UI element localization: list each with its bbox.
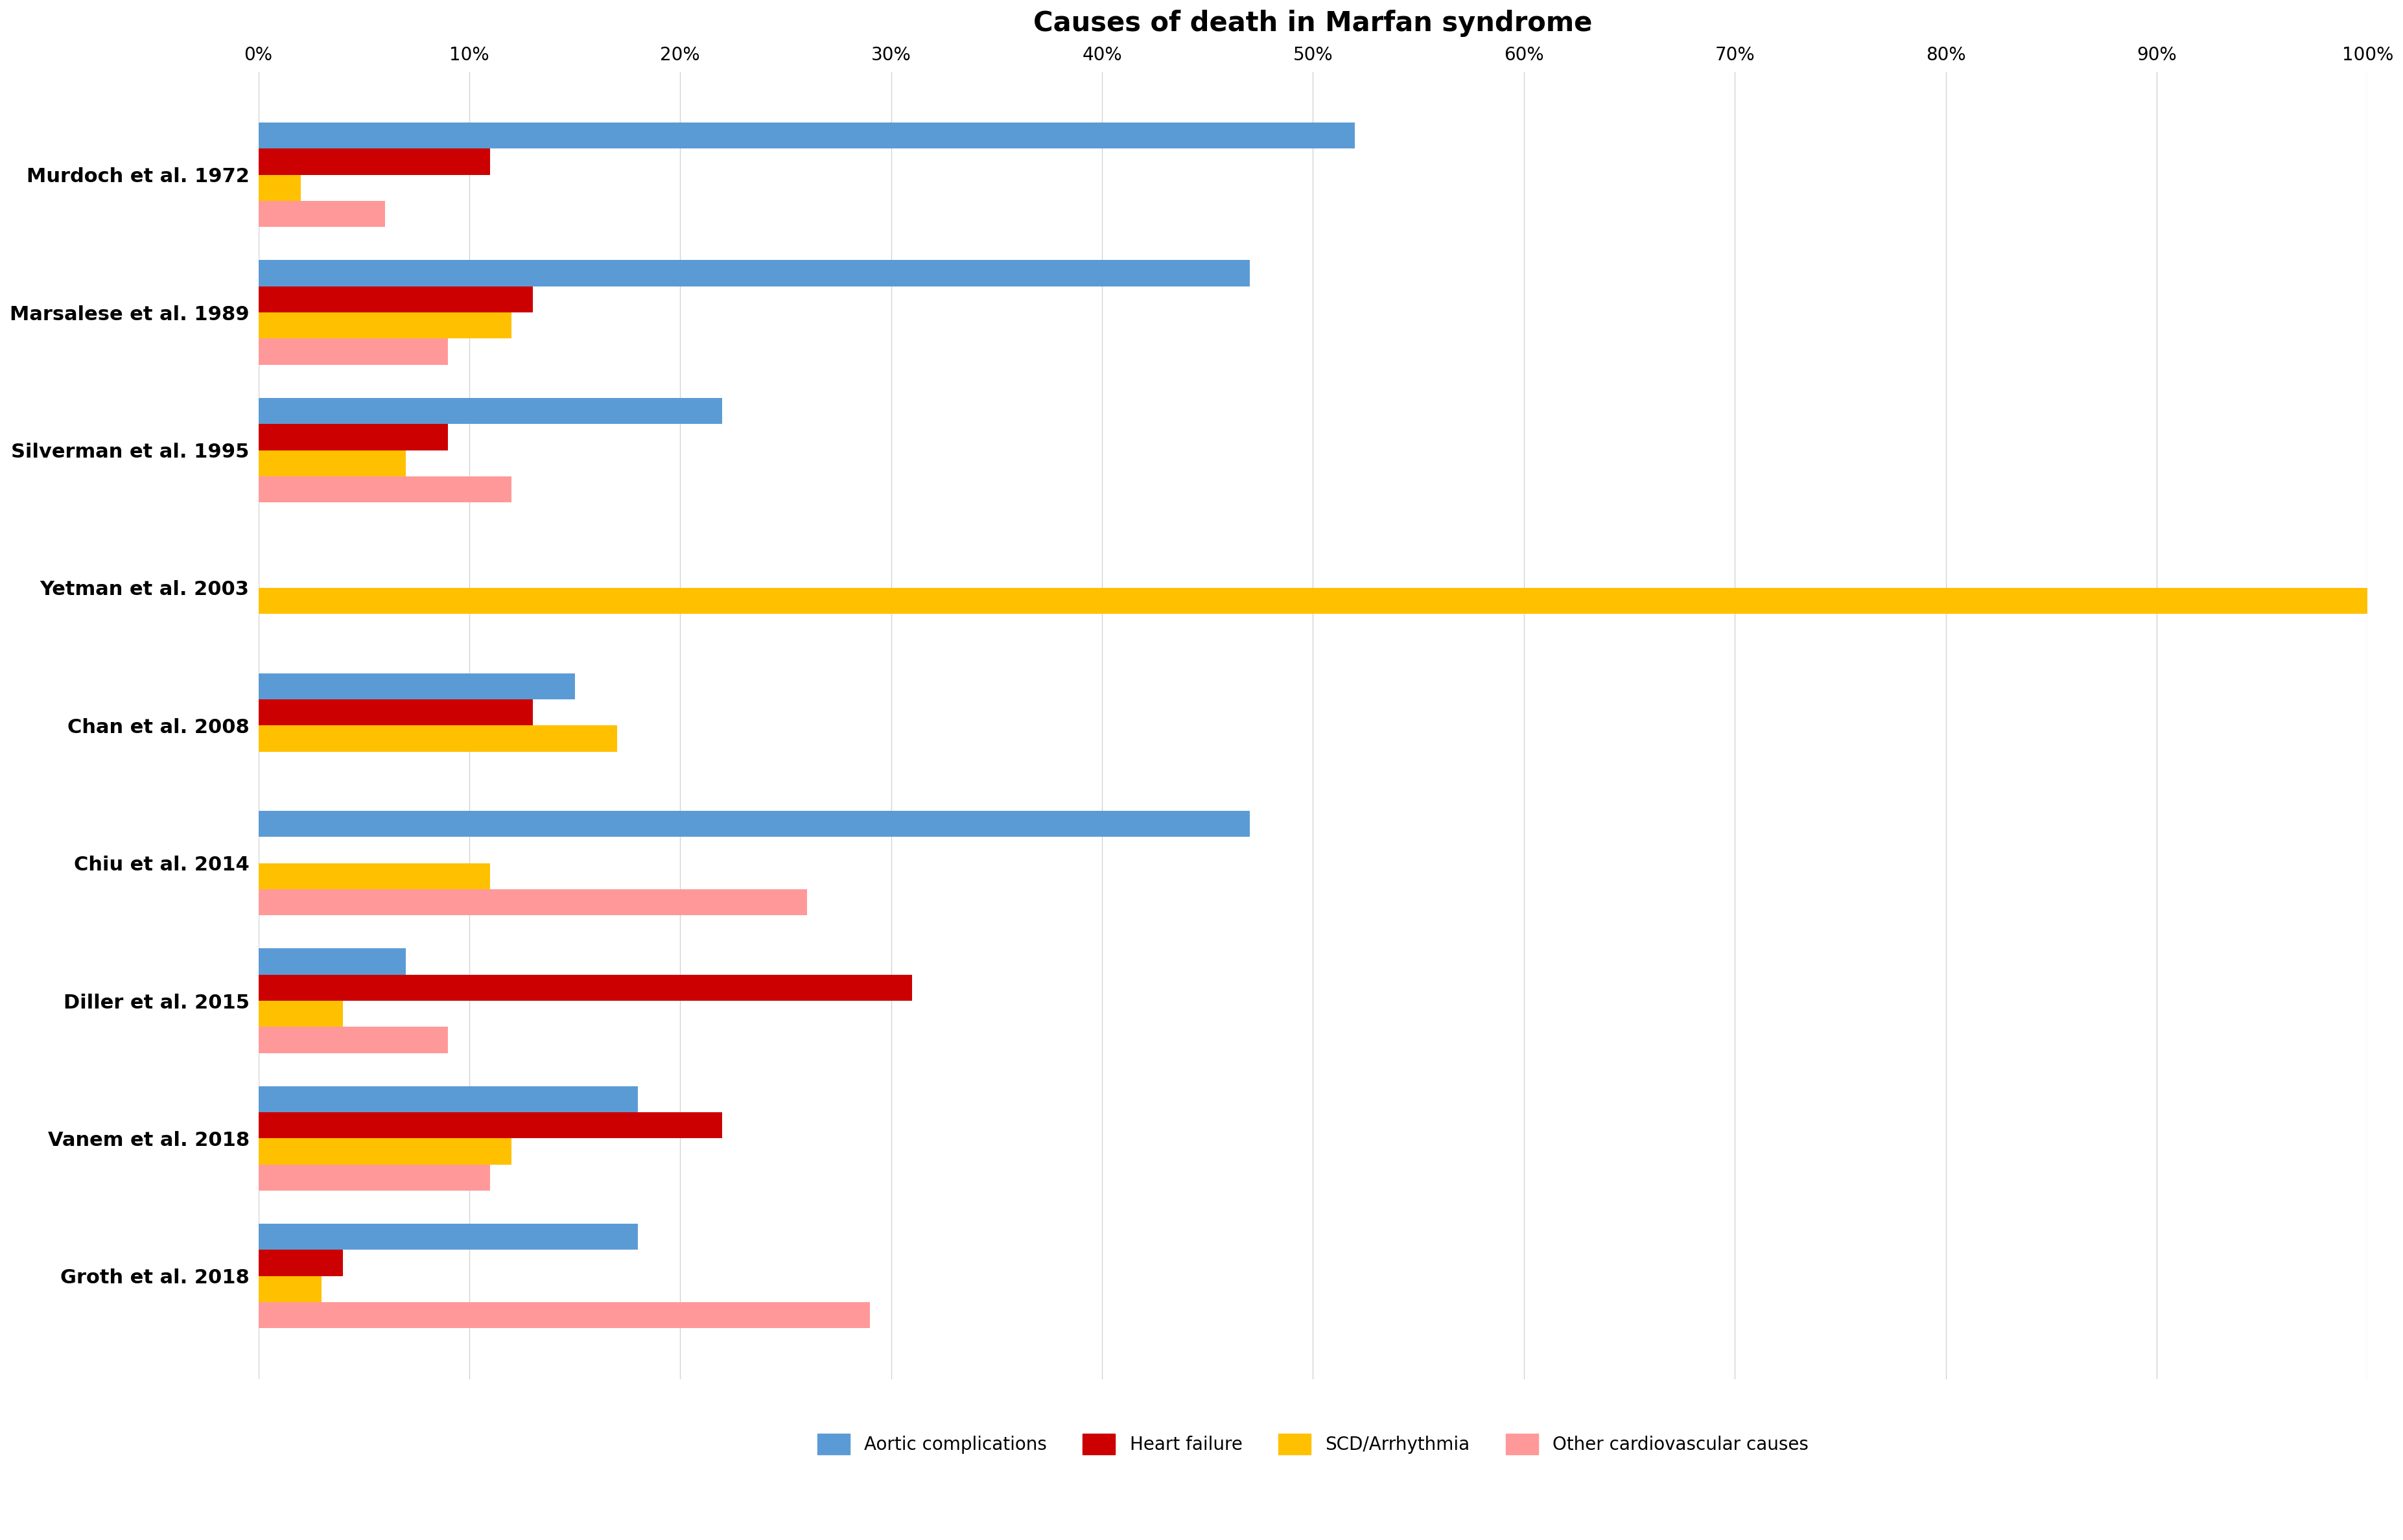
Bar xyxy=(260,1164,490,1190)
Bar xyxy=(260,1027,449,1053)
Bar xyxy=(260,810,1250,836)
Bar xyxy=(260,260,1250,286)
Bar xyxy=(260,176,300,202)
Bar xyxy=(260,286,533,313)
Bar xyxy=(260,588,2367,614)
Bar xyxy=(260,1112,723,1138)
Bar xyxy=(260,313,512,339)
Bar xyxy=(260,699,533,725)
Bar xyxy=(260,1224,637,1250)
Bar xyxy=(260,339,449,365)
Bar xyxy=(260,975,913,1001)
Bar xyxy=(260,862,490,889)
Bar xyxy=(260,1250,344,1277)
Bar xyxy=(260,1303,870,1329)
Title: Causes of death in Marfan syndrome: Causes of death in Marfan syndrome xyxy=(1033,9,1593,37)
Bar xyxy=(260,149,490,176)
Bar xyxy=(260,889,807,915)
Bar xyxy=(260,450,406,476)
Bar xyxy=(260,424,449,450)
Bar xyxy=(260,123,1355,149)
Bar xyxy=(260,949,406,975)
Bar xyxy=(260,673,574,699)
Bar xyxy=(260,1001,344,1027)
Bar xyxy=(260,725,618,752)
Bar xyxy=(260,1277,322,1303)
Bar xyxy=(260,397,723,424)
Bar xyxy=(260,202,384,228)
Bar xyxy=(260,1086,637,1112)
Bar xyxy=(260,476,512,502)
Legend: Aortic complications, Heart failure, SCD/Arrhythmia, Other cardiovascular causes: Aortic complications, Heart failure, SCD… xyxy=(810,1426,1817,1461)
Bar xyxy=(260,1138,512,1164)
